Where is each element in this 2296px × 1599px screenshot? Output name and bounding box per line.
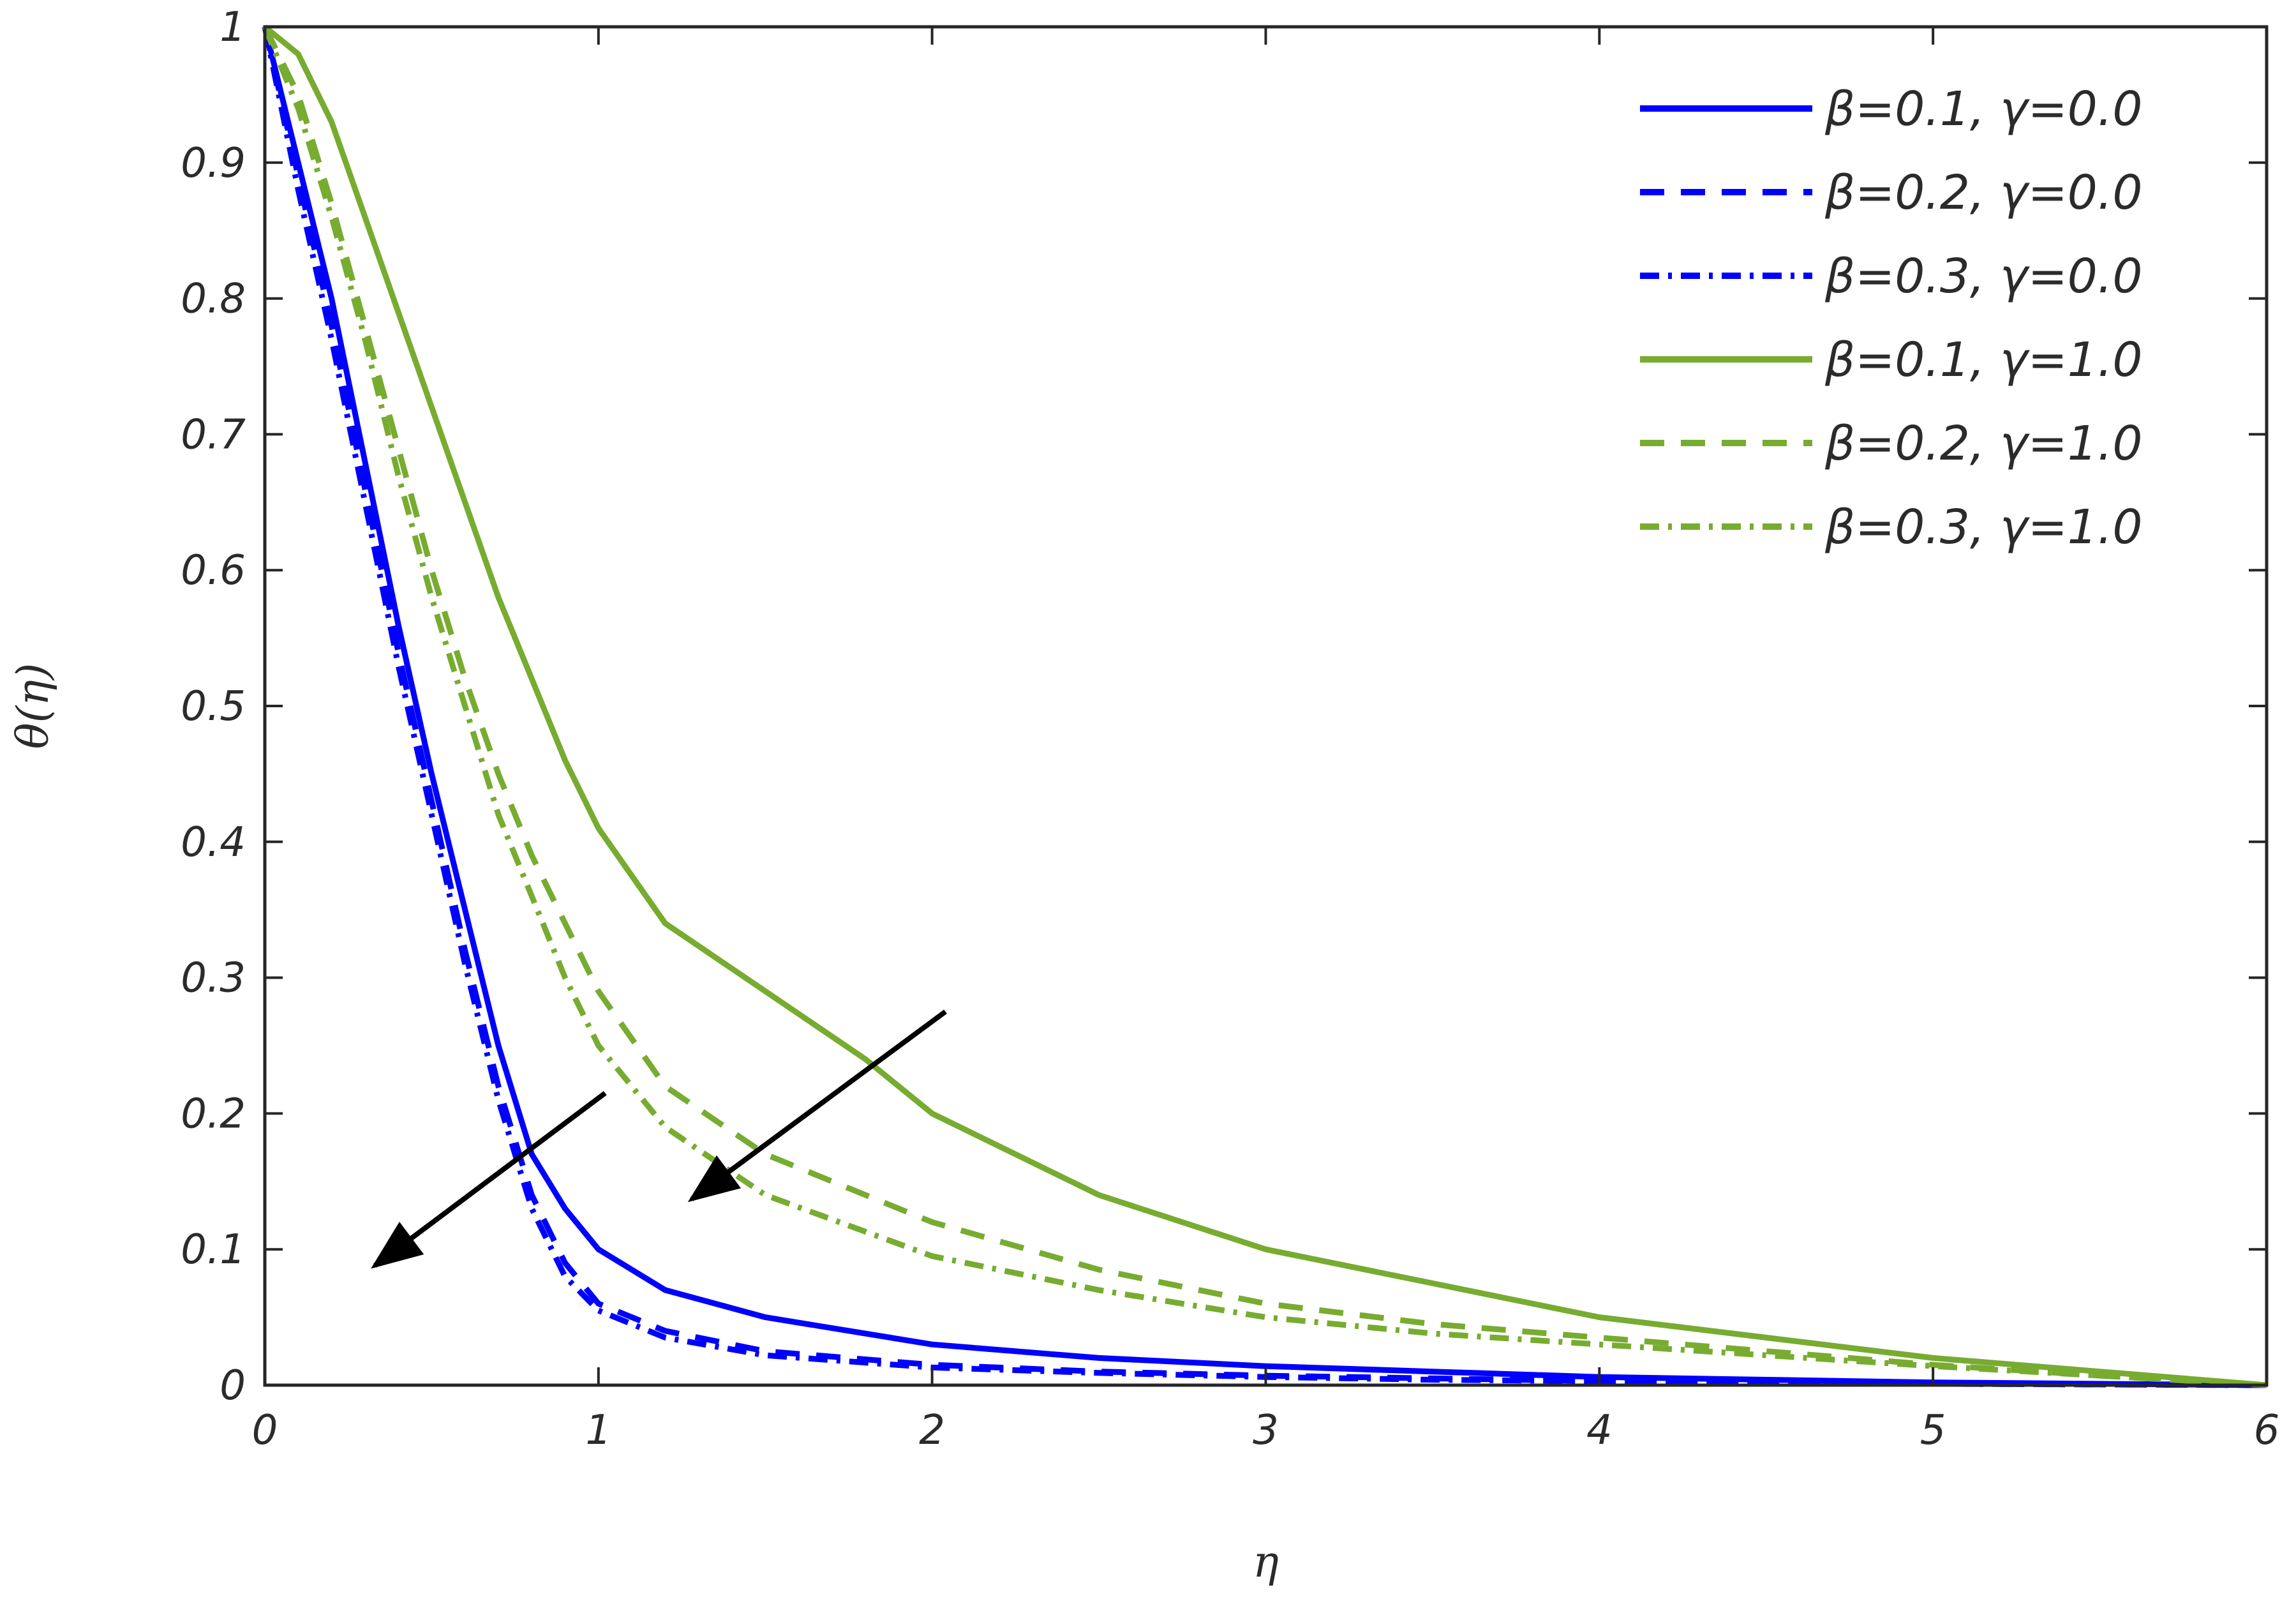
x-tick-label: 0 — [252, 1407, 278, 1454]
x-tick-label: 4 — [1586, 1407, 1613, 1454]
y-tick-label: 0.3 — [181, 955, 246, 1002]
trend-arrow-1 — [371, 1091, 607, 1269]
x-tick-label: 1 — [585, 1407, 611, 1454]
y-tick-label: 0.8 — [181, 276, 246, 323]
y-tick-label: 1 — [220, 4, 246, 51]
y-tick-label: 0.4 — [181, 819, 246, 866]
tick-layer: 0 1 2 3 4 5 6 0 0.1 0.2 0.3 0.4 0.5 0.6 0.7 0.8 0.9 1 — [181, 4, 2279, 1454]
y-tick-label: 0.6 — [181, 547, 246, 594]
y-tick-label: 0 — [220, 1362, 246, 1409]
legend-label-1: β=0.1, γ=0.0 — [1824, 82, 2142, 137]
x-tick-label: 5 — [1920, 1407, 1946, 1454]
y-tick-label: 0.9 — [181, 140, 246, 187]
legend-label-6: β=0.3, γ=1.0 — [1824, 500, 2142, 555]
y-axis-label: θ(η) — [8, 663, 59, 749]
legend-label-3: β=0.3, γ=0.0 — [1824, 249, 2142, 304]
series-line-1 — [262, 26, 2267, 1388]
series-layer — [262, 24, 2267, 1388]
x-tick-label: 2 — [919, 1407, 945, 1454]
series-line-4 — [263, 24, 2267, 1388]
y-tick-label: 0.1 — [181, 1226, 246, 1273]
legend-label-5: β=0.2, γ=1.0 — [1824, 416, 2142, 471]
series-line-6 — [262, 26, 2267, 1388]
x-tick-label: 6 — [2254, 1407, 2280, 1454]
y-tick-label: 0.7 — [181, 411, 246, 458]
legend: β=0.1, γ=0.0 β=0.2, γ=0.0 β=0.3, γ=0.0 β=0.… — [1621, 70, 2195, 585]
y-tick-label: 0.5 — [181, 683, 246, 730]
legend-box — [1621, 70, 2195, 585]
x-tick-label: 3 — [1253, 1407, 1279, 1454]
y-tick-label: 0.2 — [181, 1090, 246, 1137]
series-line-5 — [262, 26, 2267, 1388]
legend-label-2: β=0.2, γ=0.0 — [1824, 165, 2142, 220]
trend-arrow-2 — [687, 1009, 947, 1203]
x-axis-label: η — [1253, 1537, 1279, 1588]
legend-label-4: β=0.1, γ=1.0 — [1824, 333, 2142, 387]
series-line-3 — [262, 26, 2267, 1388]
annotation-layer — [371, 1009, 947, 1269]
